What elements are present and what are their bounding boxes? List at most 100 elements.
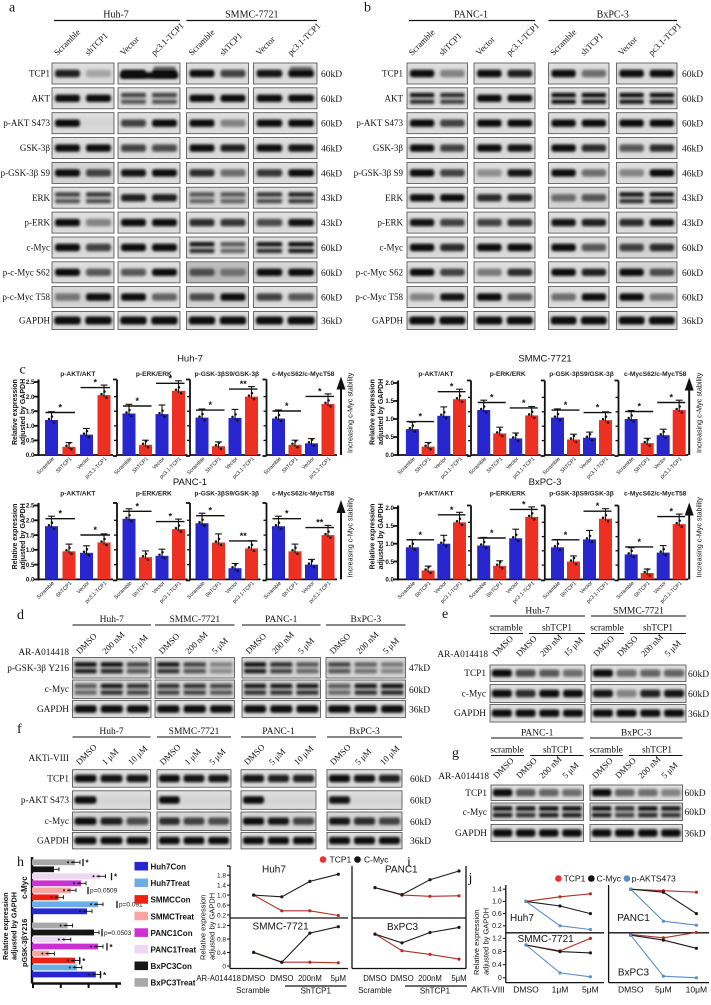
svg-text:PANC1: PANC1 [617, 913, 650, 924]
svg-text:a: a [9, 1, 16, 16]
svg-text:0.6: 0.6 [217, 902, 226, 909]
svg-text:43kD: 43kD [321, 219, 342, 229]
svg-text:0.4: 0.4 [217, 950, 226, 957]
svg-text:1μM: 1μM [552, 984, 569, 994]
svg-text:c-Myc: c-Myc [463, 808, 487, 818]
svg-text:1.0: 1.0 [385, 416, 394, 423]
svg-text:46kD: 46kD [682, 145, 703, 155]
svg-text:DMSO: DMSO [513, 984, 539, 994]
svg-text:PANC1Con: PANC1Con [151, 929, 193, 938]
svg-text:*: * [418, 530, 422, 540]
svg-text:AR-A014418: AR-A014418 [437, 650, 488, 660]
svg-text:60kD: 60kD [321, 269, 342, 279]
svg-text:ERK: ERK [32, 193, 51, 203]
svg-text:GAPDH: GAPDH [372, 316, 404, 326]
svg-text:e: e [442, 607, 448, 622]
svg-text:TCP1: TCP1 [382, 69, 403, 79]
svg-text:shTCP1: shTCP1 [542, 624, 572, 634]
svg-text:46kD: 46kD [321, 145, 342, 155]
svg-text:GSK-3β: GSK-3β [20, 143, 51, 153]
svg-text:p-AKT S473: p-AKT S473 [21, 796, 69, 806]
svg-text:c-Myc: c-Myc [20, 876, 29, 899]
svg-text:60kD: 60kD [321, 120, 342, 130]
svg-text:C-Myc: C-Myc [364, 855, 389, 865]
svg-text:*: * [285, 401, 289, 411]
svg-text:*: * [490, 393, 494, 403]
svg-text:60kD: 60kD [688, 670, 709, 680]
svg-text:f: f [17, 722, 22, 737]
svg-text:c-Myc: c-Myc [45, 817, 69, 827]
svg-text:c-MycS62/c-MycT58: c-MycS62/c-MycT58 [624, 491, 687, 498]
svg-text:Relative expression: Relative expression [12, 504, 19, 570]
svg-text:60kD: 60kD [410, 818, 431, 828]
svg-text:TCP1: TCP1 [465, 789, 487, 799]
svg-text:PANC-1: PANC-1 [265, 615, 298, 625]
svg-text:g: g [452, 746, 459, 761]
svg-text:5μM: 5μM [451, 974, 466, 983]
svg-text:BxPC3: BxPC3 [387, 922, 419, 933]
svg-text:i: i [407, 855, 411, 870]
svg-text:Relative expression: Relative expression [370, 504, 377, 570]
svg-text:0.0: 0.0 [26, 577, 35, 584]
svg-text:36kD: 36kD [682, 317, 703, 327]
svg-text:Relative expression: Relative expression [370, 379, 377, 445]
svg-text:2.0: 2.0 [385, 505, 394, 512]
svg-text:d: d [17, 608, 24, 623]
svg-text:DMSO: DMSO [363, 974, 386, 983]
svg-text:AR-A014418: AR-A014418 [438, 772, 489, 782]
svg-text:46kD: 46kD [682, 169, 703, 179]
svg-text:Increasing c-Myc stability: Increasing c-Myc stability [346, 372, 355, 453]
svg-text:SMMC-7721: SMMC-7721 [169, 727, 220, 737]
svg-text:PANC1: PANC1 [385, 865, 418, 876]
svg-text:shTCP1: shTCP1 [543, 746, 573, 756]
svg-text:Increasing c-Myc stability: Increasing c-Myc stability [694, 497, 703, 578]
svg-text:p-GSK-3β Y216: p-GSK-3β Y216 [7, 664, 69, 674]
svg-text:adjusted by GAPDH: adjusted by GAPDH [10, 892, 19, 960]
svg-text:p-c-Myc S62: p-c-Myc S62 [356, 267, 403, 277]
svg-text:p-ERK/ERK: p-ERK/ERK [136, 371, 172, 378]
svg-text:0.5: 0.5 [385, 559, 394, 566]
svg-text:Increasing c-Myc stability: Increasing c-Myc stability [694, 372, 703, 453]
svg-text:p-AKT/AKT: p-AKT/AKT [418, 371, 453, 378]
svg-text:Relative expression: Relative expression [12, 379, 19, 445]
svg-text:p-GSK-3β S9: p-GSK-3β S9 [354, 168, 404, 178]
svg-text:GAPDH: GAPDH [37, 705, 69, 715]
svg-text:ShTCP1: ShTCP1 [301, 987, 332, 996]
svg-text:5μM: 5μM [655, 984, 672, 994]
svg-text:1.0: 1.0 [26, 423, 35, 430]
svg-text:60kD: 60kD [682, 244, 703, 254]
svg-text:p-AKT/AKT: p-AKT/AKT [60, 491, 95, 498]
svg-text:SMMC-7721: SMMC-7721 [518, 354, 571, 365]
svg-text:0.2: 0.2 [217, 912, 226, 919]
svg-text:p=0.0503: p=0.0503 [104, 930, 132, 937]
svg-text:scramble: scramble [489, 624, 523, 634]
svg-text:60kD: 60kD [321, 244, 342, 254]
svg-text:p-AKT/AKT: p-AKT/AKT [418, 491, 453, 498]
svg-text:36kD: 36kD [685, 830, 706, 840]
svg-text:Huh7Treat: Huh7Treat [151, 879, 190, 888]
svg-text:Relative expression: Relative expression [1, 892, 10, 960]
svg-text:1.2: 1.2 [217, 923, 226, 930]
svg-text:PANC-1: PANC-1 [521, 729, 554, 739]
svg-text:*: * [168, 512, 172, 522]
svg-text:0.0: 0.0 [385, 577, 394, 584]
svg-text:BxPC-3: BxPC-3 [529, 477, 562, 488]
svg-text:60kD: 60kD [682, 70, 703, 80]
svg-text:DMSO: DMSO [618, 984, 644, 994]
svg-text:c-Myc: c-Myc [27, 243, 51, 253]
svg-text:*: * [135, 396, 139, 406]
svg-text:scramble: scramble [589, 746, 623, 756]
svg-text:Huh-7: Huh-7 [103, 10, 129, 21]
svg-text:0: 0 [222, 963, 226, 970]
svg-text:DMSO: DMSO [270, 974, 293, 983]
svg-text:60kD: 60kD [682, 120, 703, 130]
svg-text:shTCP1: shTCP1 [643, 624, 673, 634]
svg-text:1.5: 1.5 [385, 523, 394, 530]
svg-text:*: * [564, 400, 568, 410]
svg-text:SMMC-7721: SMMC-7721 [253, 922, 310, 933]
svg-text:43kD: 43kD [321, 194, 342, 204]
svg-text:*: * [86, 859, 90, 868]
svg-text:1.2: 1.2 [492, 936, 502, 943]
svg-text:*: * [637, 537, 641, 547]
svg-text:60kD: 60kD [685, 789, 706, 799]
